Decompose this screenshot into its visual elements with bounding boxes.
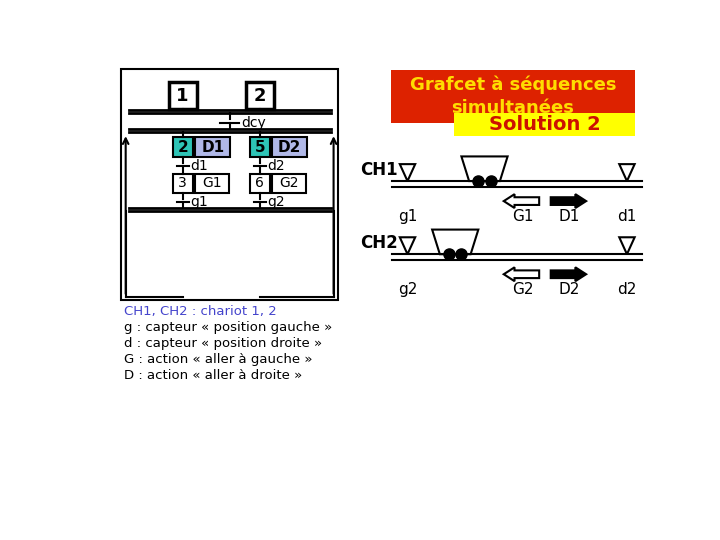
Text: Grafcet à séquences
simultanées: Grafcet à séquences simultanées — [410, 75, 616, 117]
Text: d : capteur « position droite »: d : capteur « position droite » — [124, 337, 323, 350]
Bar — [195, 137, 230, 157]
Bar — [454, 112, 636, 136]
FancyArrow shape — [504, 267, 539, 281]
Text: D2: D2 — [559, 282, 580, 297]
Text: CH1: CH1 — [360, 161, 397, 179]
Bar — [272, 174, 306, 193]
Bar — [121, 69, 338, 300]
Text: CH1, CH2 : chariot 1, 2: CH1, CH2 : chariot 1, 2 — [124, 305, 277, 318]
Text: G1: G1 — [202, 177, 222, 191]
Bar — [195, 174, 229, 193]
Text: G : action « aller à gauche »: G : action « aller à gauche » — [124, 353, 312, 366]
Bar — [250, 174, 270, 193]
Text: 1: 1 — [176, 86, 189, 105]
FancyArrow shape — [504, 194, 539, 208]
Bar — [250, 137, 270, 157]
Text: D : action « aller à droite »: D : action « aller à droite » — [124, 369, 302, 382]
Bar — [390, 70, 636, 123]
Text: g : capteur « position gauche »: g : capteur « position gauche » — [124, 321, 333, 334]
Text: 6: 6 — [255, 177, 264, 191]
FancyArrow shape — [551, 267, 586, 281]
Text: 2: 2 — [177, 140, 188, 154]
Text: 3: 3 — [179, 177, 187, 191]
Bar — [246, 82, 274, 110]
Text: G2: G2 — [512, 282, 534, 297]
Text: d1: d1 — [190, 159, 208, 173]
Text: 2: 2 — [253, 86, 266, 105]
Text: D1: D1 — [201, 140, 224, 154]
Text: dcy: dcy — [241, 116, 266, 130]
Text: G1: G1 — [512, 209, 534, 224]
Text: g1: g1 — [190, 195, 208, 209]
Bar — [272, 137, 307, 157]
Text: d2: d2 — [617, 282, 636, 297]
Text: g2: g2 — [398, 282, 417, 297]
Text: 5: 5 — [254, 140, 265, 154]
Text: d1: d1 — [617, 209, 636, 224]
Bar — [168, 82, 197, 110]
Text: G2: G2 — [279, 177, 299, 191]
Text: g1: g1 — [398, 209, 417, 224]
Text: g2: g2 — [267, 195, 285, 209]
Bar — [173, 174, 193, 193]
Text: CH2: CH2 — [360, 234, 397, 252]
Text: D1: D1 — [559, 209, 580, 224]
Text: Solution 2: Solution 2 — [489, 114, 600, 133]
Text: d2: d2 — [267, 159, 285, 173]
Bar — [173, 137, 193, 157]
Text: D2: D2 — [278, 140, 302, 154]
FancyArrow shape — [551, 194, 586, 208]
